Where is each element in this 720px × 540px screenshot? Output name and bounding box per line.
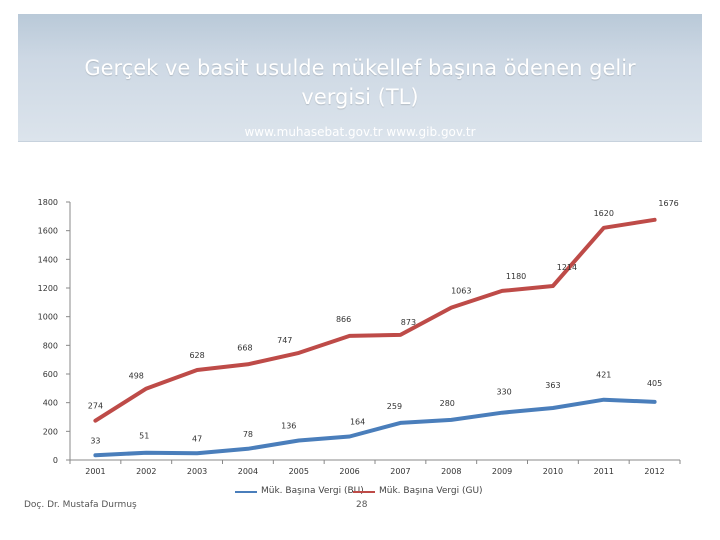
data-label-bu: 259 — [387, 402, 402, 411]
x-tick-label: 2009 — [492, 467, 512, 476]
y-tick-label: 1800 — [38, 198, 58, 207]
x-tick-label: 2012 — [644, 467, 664, 476]
data-label-bu: 421 — [596, 371, 611, 380]
x-tick-label: 2006 — [339, 467, 359, 476]
x-tick-label: 2004 — [238, 467, 258, 476]
data-label-bu: 78 — [243, 430, 253, 439]
y-tick-label: 200 — [43, 427, 58, 436]
data-label-bu: 136 — [281, 422, 296, 431]
data-label-bu: 363 — [545, 381, 560, 390]
legend-label-bu: Mük. Başına Vergi (BU) — [261, 486, 364, 496]
page-number: 28 — [356, 500, 368, 510]
x-tick-label: 2001 — [85, 467, 105, 476]
legend-swatch-bu — [235, 491, 257, 493]
slide-title: Gerçek ve basit usulde mükellef başına ö… — [84, 56, 636, 109]
data-label-gu: 628 — [189, 351, 204, 360]
data-label-gu: 1620 — [594, 209, 614, 218]
author-name: Doç. Dr. Mustafa Durmuş — [24, 500, 137, 510]
y-tick-label: 400 — [43, 399, 58, 408]
data-label-gu: 1214 — [557, 263, 577, 272]
y-tick-label: 0 — [53, 456, 58, 465]
x-tick-label: 2005 — [289, 467, 309, 476]
data-label-bu: 280 — [440, 399, 455, 408]
x-tick-label: 2008 — [441, 467, 461, 476]
data-label-gu: 747 — [277, 336, 292, 345]
y-tick-label: 1200 — [38, 284, 58, 293]
data-label-gu: 498 — [129, 372, 144, 381]
x-tick-label: 2007 — [390, 467, 410, 476]
data-label-gu: 873 — [401, 318, 416, 327]
data-label-gu: 866 — [336, 315, 351, 324]
y-tick-label: 600 — [43, 370, 58, 379]
data-label-bu: 405 — [647, 379, 662, 388]
title-banner: Gerçek ve basit usulde mükellef başına ö… — [18, 14, 702, 142]
legend-label-gu: Mük. Başına Vergi (GU) — [379, 486, 483, 496]
y-tick-label: 1000 — [38, 313, 58, 322]
data-label-bu: 164 — [350, 417, 365, 426]
data-label-bu: 330 — [496, 388, 511, 397]
data-label-gu: 1676 — [658, 199, 678, 208]
x-tick-label: 2010 — [543, 467, 563, 476]
data-label-bu: 33 — [90, 436, 100, 445]
data-label-gu: 1063 — [451, 287, 471, 296]
slide-subtitle: www.muhasebat.gov.tr www.gib.gov.tr — [244, 125, 476, 139]
x-tick-label: 2003 — [187, 467, 207, 476]
y-tick-label: 800 — [43, 341, 58, 350]
legend-swatch-gu — [353, 491, 375, 493]
series-line-gu — [93, 217, 657, 423]
y-tick-label: 1400 — [38, 255, 58, 264]
data-label-gu: 274 — [88, 402, 103, 411]
series-line-bu — [93, 397, 657, 458]
data-label-bu: 51 — [139, 432, 149, 441]
data-label-gu: 668 — [237, 343, 252, 352]
y-tick-label: 1600 — [38, 227, 58, 236]
data-label-bu: 47 — [192, 434, 202, 443]
data-label-gu: 1180 — [506, 272, 526, 281]
x-tick-label: 2002 — [136, 467, 156, 476]
x-tick-label: 2011 — [594, 467, 614, 476]
